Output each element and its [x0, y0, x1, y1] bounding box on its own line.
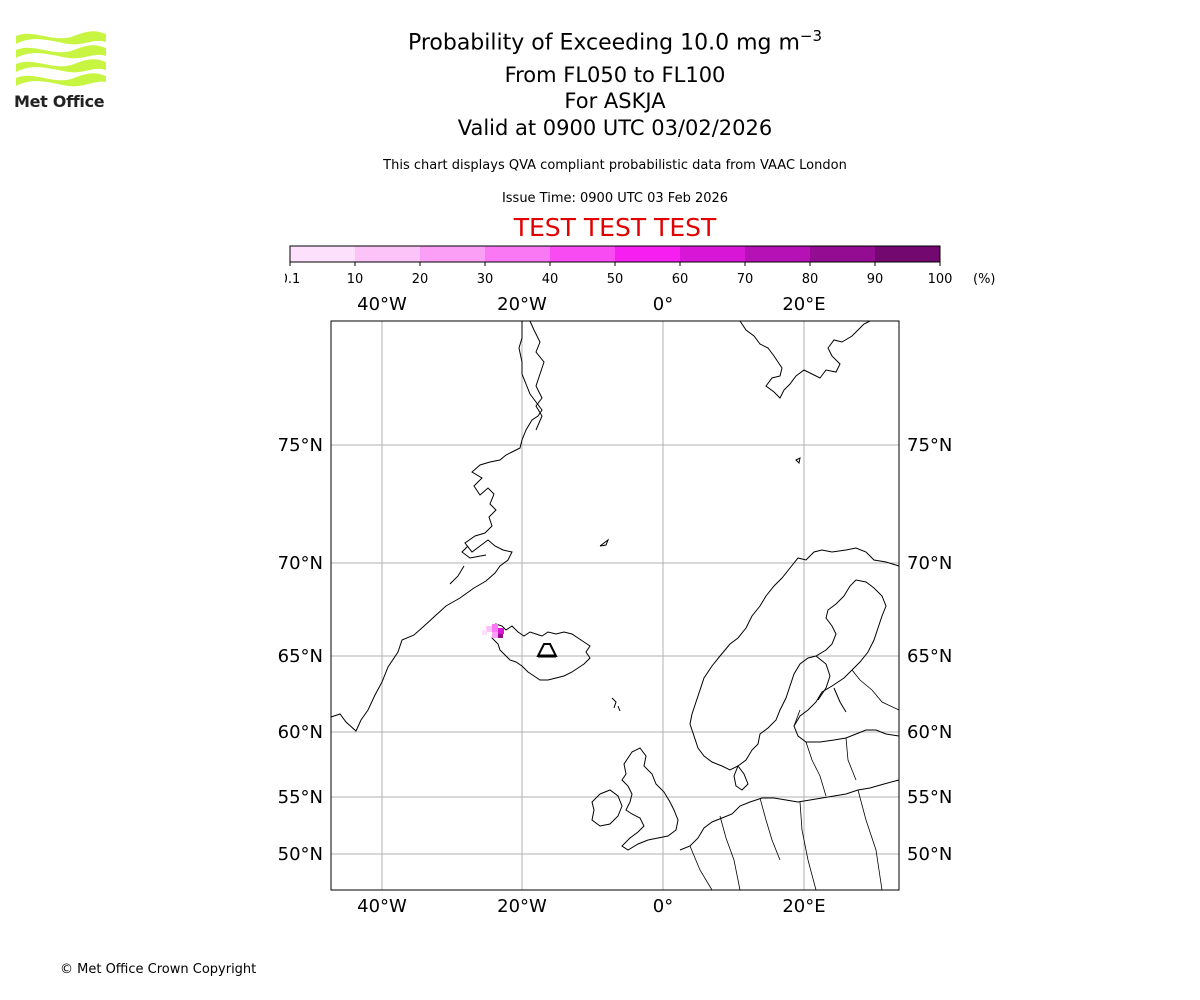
colorbar-tick-label: 90	[867, 272, 884, 287]
ireland-coastline	[591, 789, 623, 827]
gulf-of-bothnia-coastline	[815, 655, 847, 713]
colorbar-tick-label: 30	[477, 272, 494, 287]
colorbar-swatch	[875, 246, 940, 262]
askja-volcano-icon	[536, 643, 558, 658]
colorbar-tick-label: 80	[802, 272, 819, 287]
probability-colorbar: 0.1 10 20 30 40 50 60 70 80 90 100 (%)	[285, 245, 996, 287]
lon-label-bottom: 0°	[653, 896, 673, 917]
colorbar-tick-label: 10	[347, 272, 364, 287]
test-banner: TEST TEST TEST	[513, 213, 717, 242]
greenland-fjord-detail	[529, 320, 545, 431]
map-frame	[330, 320, 900, 891]
lat-label-left: 55°N	[278, 787, 323, 808]
volcano-name: For ASKJA	[564, 89, 666, 113]
bear-island-coastline	[795, 457, 801, 465]
lon-label-bottom: 20°W	[497, 896, 547, 917]
lat-label-left: 65°N	[278, 646, 323, 667]
colorbar-swatch	[615, 246, 680, 262]
lat-label-right: 75°N	[907, 435, 952, 456]
scandinavia-coastline	[689, 547, 900, 771]
colorbar-swatch	[810, 246, 875, 262]
colorbar-swatch	[290, 246, 355, 262]
lat-label-right: 60°N	[907, 722, 952, 743]
colorbar-swatch	[485, 246, 550, 262]
ash-probability-area	[482, 624, 504, 638]
country-borders	[689, 669, 900, 891]
colorbar-tick-label: 40	[542, 272, 559, 287]
lat-label-left: 50°N	[278, 844, 323, 865]
chart-description: This chart displays QVA compliant probab…	[383, 158, 847, 173]
lon-label-top: 20°W	[497, 294, 547, 315]
logo-text: Met Office	[14, 92, 105, 111]
lon-label-top: 40°W	[357, 294, 407, 315]
colorbar-swatch	[745, 246, 810, 262]
denmark-coastline	[733, 764, 749, 791]
colorbar-tick-label: 70	[737, 272, 754, 287]
continental-europe-coastline	[679, 779, 900, 851]
greenland-coastline	[330, 321, 543, 732]
colorbar-tick-label: 100	[928, 272, 953, 287]
colorbar-swatch	[420, 246, 485, 262]
lat-label-right: 50°N	[907, 844, 952, 865]
copyright-notice: © Met Office Crown Copyright	[60, 962, 257, 977]
lat-label-right: 55°N	[907, 787, 952, 808]
great-britain-coastline	[621, 747, 679, 851]
flight-level-range: From FL050 to FL100	[504, 63, 726, 87]
faroe-coastline	[611, 697, 621, 712]
lat-label-left: 75°N	[278, 435, 323, 456]
jan-mayen-coastline	[599, 538, 610, 547]
greenland-fjord-detail	[449, 545, 487, 585]
chart-title: Probability of Exceeding 10.0 mg m−3	[407, 27, 823, 56]
colorbar-tick-label: 50	[607, 272, 624, 287]
colorbar-swatch	[355, 246, 420, 262]
lat-label-right: 70°N	[907, 553, 952, 574]
colorbar-tick-label: 60	[672, 272, 689, 287]
svalbard-coastline	[739, 320, 871, 399]
colorbar-tick-label: 20	[412, 272, 429, 287]
lat-label-left: 60°N	[278, 722, 323, 743]
lon-label-bottom: 40°W	[357, 896, 407, 917]
colorbar-unit-label: (%)	[973, 272, 996, 287]
lat-label-left: 70°N	[278, 553, 323, 574]
lat-label-right: 65°N	[907, 646, 952, 667]
iceland-coastline	[491, 623, 591, 681]
lon-label-top: 0°	[653, 294, 673, 315]
colorbar-tick-label: 0.1	[285, 272, 300, 287]
lon-label-bottom: 20°E	[782, 896, 825, 917]
probability-map: 40°W 20°W 0° 20°E 40°W 20°W 0° 20°E 75°N…	[278, 294, 953, 917]
colorbar-swatch	[550, 246, 615, 262]
lon-label-top: 20°E	[782, 294, 825, 315]
colorbar-swatch	[680, 246, 745, 262]
met-office-logo-icon	[16, 31, 106, 87]
issue-time: Issue Time: 0900 UTC 03 Feb 2026	[501, 191, 729, 206]
valid-time: Valid at 0900 UTC 03/02/2026	[457, 116, 773, 140]
